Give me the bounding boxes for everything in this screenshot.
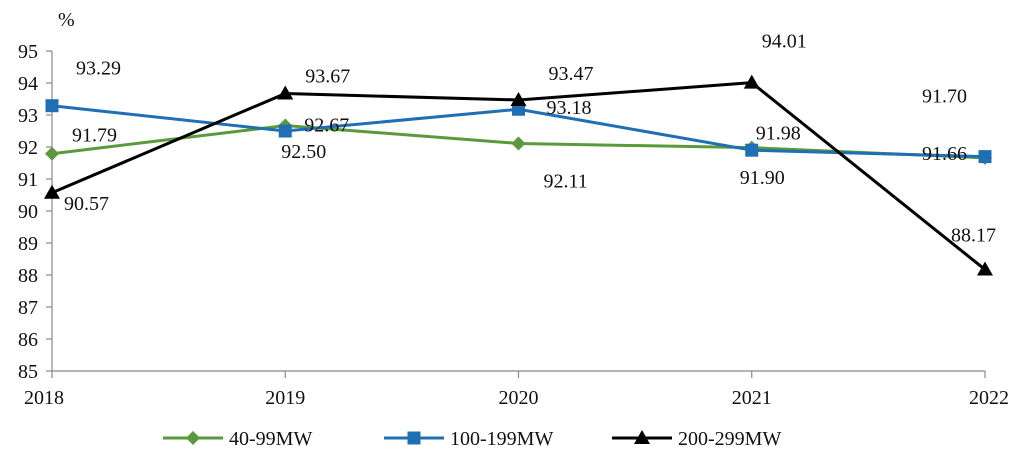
y-tick-label: 92: [18, 137, 38, 159]
y-axis-unit: %: [58, 9, 75, 31]
axes: 85 86 87 88 89 90 91 92 93 94 95 2018 2019 2020 2021 20…: [18, 41, 1009, 409]
data-label: 88.17: [951, 225, 996, 247]
series-markers: [44, 74, 993, 276]
y-tick-label: 89: [18, 233, 38, 255]
legend-label: 40-99MW: [229, 428, 312, 450]
data-label: 93.47: [549, 63, 594, 85]
data-point-100-199MW: [512, 102, 525, 116]
data-point-100-199MW: [978, 150, 992, 164]
x-tick-label: 2022: [969, 387, 1009, 409]
data-point-40-99MW: [45, 146, 59, 161]
data-label: 93.67: [305, 66, 350, 88]
data-label: 91.66: [922, 143, 967, 165]
y-tick-label: 86: [18, 329, 38, 351]
data-label: 90.57: [64, 193, 109, 215]
data-label: 92.67: [304, 115, 349, 137]
data-label: 93.18: [547, 97, 592, 119]
legend-marker-200-299MW: [634, 430, 650, 444]
data-point-200-299MW: [44, 184, 60, 199]
y-tick-label: 91: [18, 169, 38, 191]
y-tick-label: 93: [18, 105, 38, 127]
data-labels: 91.79 92.67 92.11 91.98 91.66 93.29 92.50 93.18…: [64, 31, 996, 247]
data-point-100-199MW: [45, 99, 59, 113]
x-tick-label: 2020: [499, 387, 539, 409]
data-point-200-299MW: [510, 91, 527, 106]
legend: 40-99MW 100-199MW 200-299MW: [163, 428, 781, 450]
legend-marker-100-199MW: [407, 431, 421, 445]
y-tick-label: 88: [18, 265, 38, 287]
legend-label: 100-199MW: [450, 428, 553, 450]
data-label: 92.11: [544, 170, 588, 192]
data-point-200-299MW: [277, 85, 294, 100]
legend-label: 200-299MW: [678, 428, 781, 450]
data-label: 91.70: [922, 86, 967, 108]
y-tick-label: 95: [18, 41, 38, 63]
data-label: 92.50: [281, 141, 326, 163]
data-label: 91.90: [740, 167, 785, 189]
data-point-200-299MW: [977, 261, 993, 276]
data-point-100-199MW: [278, 124, 292, 138]
y-tick-label: 87: [18, 297, 38, 319]
x-tick-label: 2019: [265, 387, 305, 409]
data-point-40-99MW: [511, 136, 526, 151]
data-label: 93.29: [76, 58, 121, 80]
legend-marker-40-99MW: [186, 431, 200, 445]
data-label: 91.79: [72, 125, 117, 147]
data-label: 91.98: [756, 123, 801, 145]
x-tick-label: 2021: [732, 387, 772, 409]
data-label: 94.01: [762, 31, 807, 53]
y-tick-label: 90: [18, 201, 38, 223]
y-tick-label: 94: [18, 73, 38, 95]
data-point-200-299MW: [743, 74, 760, 89]
data-point-100-199MW: [745, 143, 759, 157]
y-tick-label: 85: [18, 361, 38, 383]
x-tick-label: 2018: [24, 387, 64, 409]
